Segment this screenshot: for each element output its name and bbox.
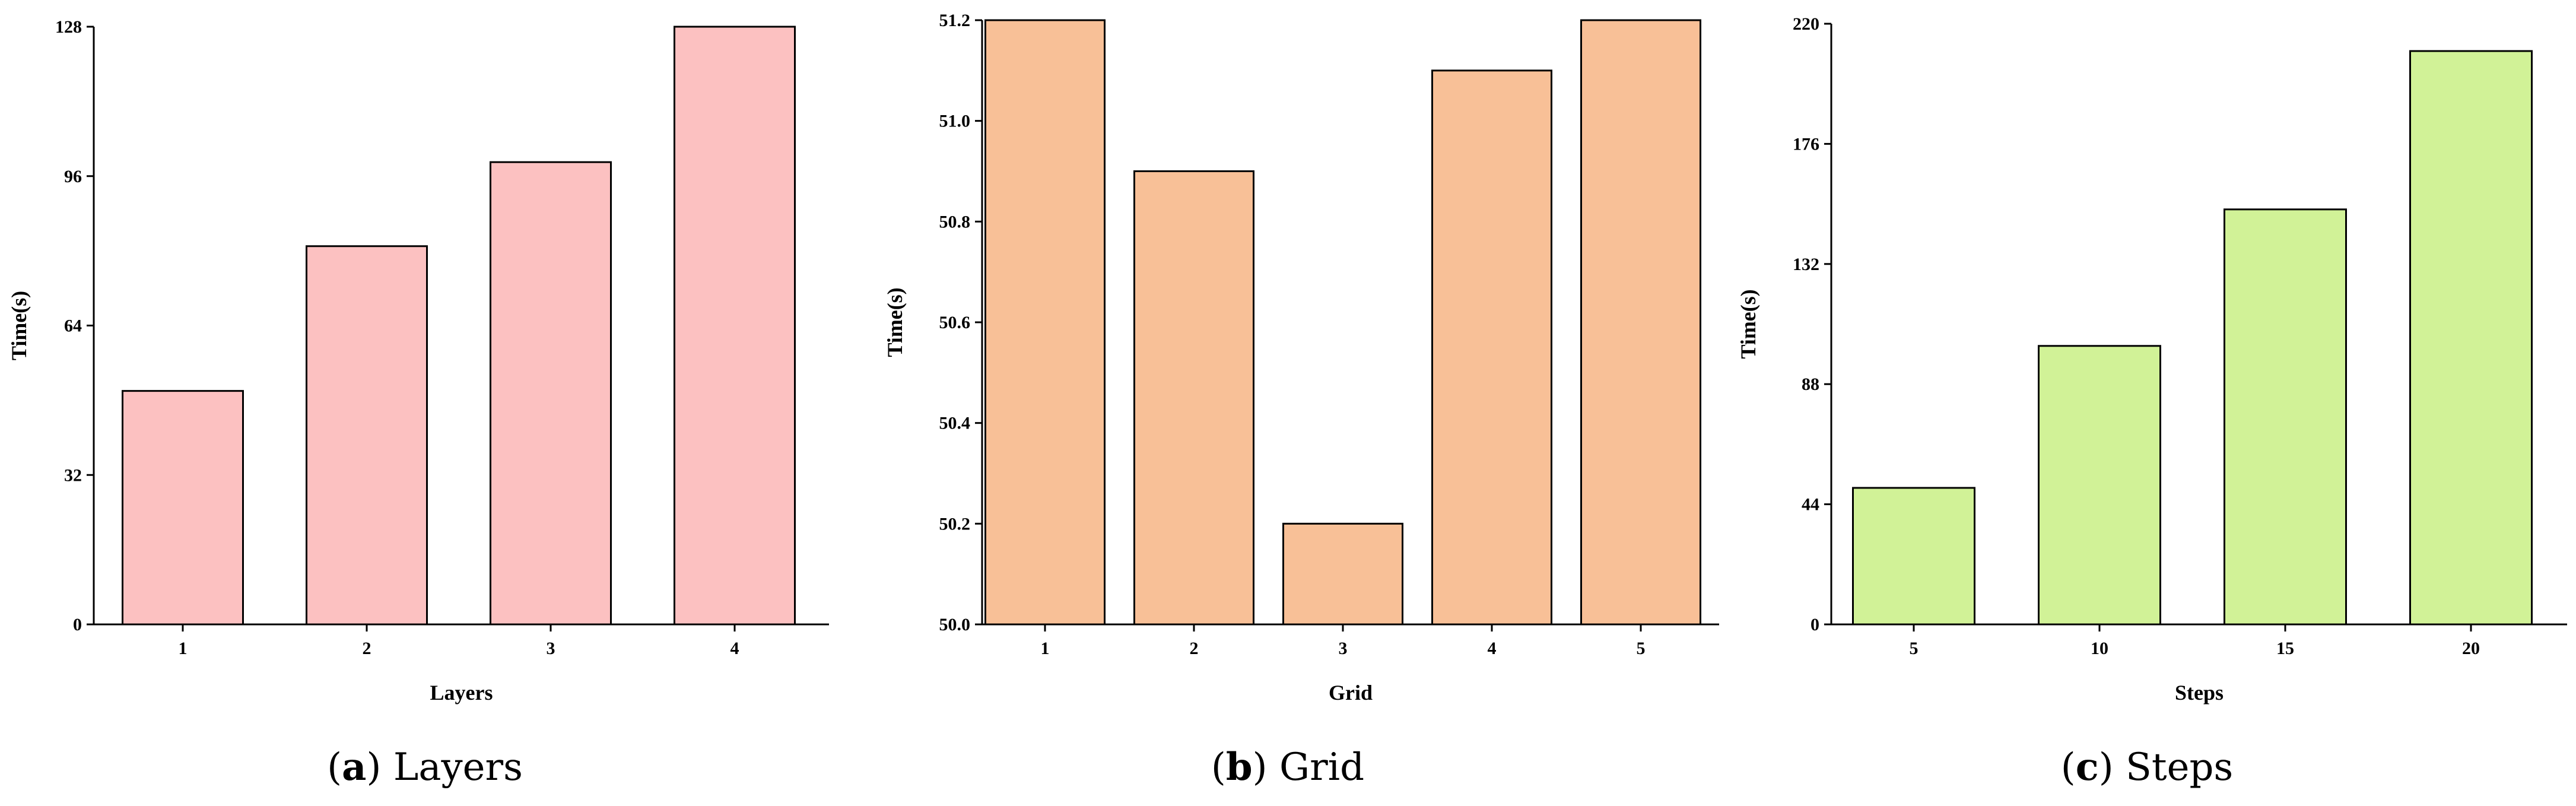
bar-3 <box>490 161 612 626</box>
bar-5 <box>1852 487 1975 626</box>
y-tick-label: 96 <box>64 167 82 186</box>
caption-a: (a) Layers <box>327 745 523 789</box>
y-axis-title: Time(s) <box>7 291 31 360</box>
caption-c-text: Steps <box>2126 745 2234 789</box>
bar-1 <box>122 390 244 626</box>
y-axis-title: Time(s) <box>1736 289 1760 358</box>
x-axis-title: Layers <box>430 681 493 705</box>
y-tick-label: 32 <box>64 465 82 485</box>
bar-1 <box>984 19 1106 626</box>
caption-b-letter: b <box>1225 745 1253 789</box>
bar-2 <box>306 245 428 626</box>
panel-c-steps-chart: 0 44 88 132 176 220 5 10 15 20 Steps Time(s) <box>1736 14 2567 705</box>
bar-10 <box>2038 345 2161 626</box>
x-tick-label: 10 <box>2091 639 2108 658</box>
y-tick-label: 50.8 <box>939 212 971 231</box>
x-tick-label: 5 <box>1910 639 1918 658</box>
y-tick-label: 50.2 <box>939 514 971 534</box>
y-tick-label: 220 <box>1793 14 1819 34</box>
panel-b-grid-chart: 50.0 50.2 50.4 50.6 50.8 51.0 51.2 1 2 3 4 5 Grid Tim… <box>883 11 1719 705</box>
x-tick-label: 4 <box>730 639 739 658</box>
y-tick-label: 51.0 <box>939 112 971 131</box>
y-tick-label: 132 <box>1793 255 1819 274</box>
x-axis-title: Grid <box>1329 681 1373 705</box>
y-tick-label: 88 <box>1802 375 1819 394</box>
y-tick-label: 0 <box>1810 615 1819 634</box>
bar-15 <box>2224 208 2347 626</box>
caption-c: (c) Steps <box>2060 745 2234 789</box>
y-tick-label: 50.6 <box>939 313 971 332</box>
bar-2 <box>1133 170 1254 626</box>
x-tick-label: 1 <box>1041 639 1050 658</box>
bar-5 <box>1580 19 1701 626</box>
y-tick-label: 50.4 <box>939 414 971 433</box>
y-axis-title: Time(s) <box>883 287 907 357</box>
x-tick-label: 3 <box>1339 639 1348 658</box>
caption-a-letter: a <box>342 745 367 789</box>
y-tick-label: 44 <box>1802 495 1819 515</box>
x-tick-label: 4 <box>1488 639 1497 658</box>
bar-4 <box>1431 69 1552 626</box>
bar-3 <box>1282 522 1403 626</box>
y-tick-label: 64 <box>64 316 82 336</box>
y-tick-label: 128 <box>55 17 82 37</box>
panel-a-layers-chart: 0 32 64 96 128 1 2 3 4 Layers Time(s) <box>7 17 829 705</box>
caption-c-letter: c <box>2075 745 2099 789</box>
caption-a-text: Layers <box>393 745 523 789</box>
caption-b: (b) Grid <box>1211 745 1365 789</box>
caption-b-text: Grid <box>1279 745 1365 789</box>
y-tick-label: 51.2 <box>939 11 971 30</box>
bar-4 <box>674 26 796 626</box>
x-tick-label: 20 <box>2462 639 2480 658</box>
bar-20 <box>2409 50 2533 626</box>
y-tick-label: 50.0 <box>939 615 971 634</box>
x-tick-label: 5 <box>1637 639 1646 658</box>
y-tick-label: 0 <box>73 615 82 634</box>
x-tick-label: 2 <box>363 639 371 658</box>
x-tick-label: 3 <box>547 639 555 658</box>
x-tick-label: 2 <box>1190 639 1199 658</box>
x-tick-label: 15 <box>2276 639 2294 658</box>
x-tick-label: 1 <box>179 639 188 658</box>
x-axis-title: Steps <box>2175 681 2224 705</box>
y-tick-label: 176 <box>1793 134 1819 154</box>
